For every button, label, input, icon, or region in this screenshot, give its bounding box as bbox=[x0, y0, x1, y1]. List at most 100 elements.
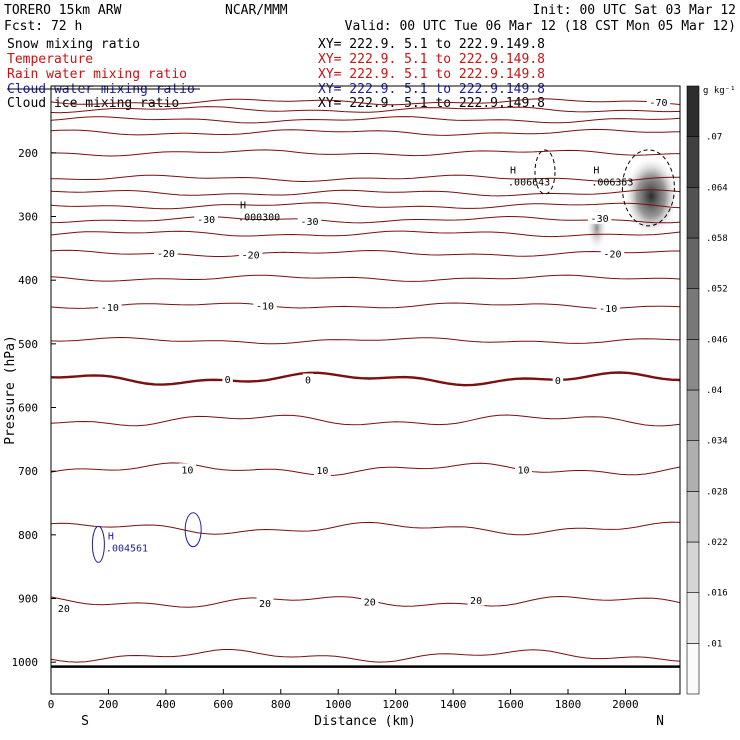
legend-temperature: Temperature bbox=[7, 52, 93, 67]
isotherm-label: 20 bbox=[58, 604, 70, 615]
isotherm-line bbox=[51, 174, 680, 183]
colorbar-label: .04 bbox=[706, 386, 722, 396]
y-axis-title: Pressure (hPa) bbox=[3, 335, 18, 445]
isotherm-label-bg bbox=[313, 463, 331, 476]
y-tick-label: 500 bbox=[18, 338, 38, 351]
isotherm-label: -10 bbox=[101, 303, 119, 314]
x-tick-label: 1200 bbox=[382, 698, 409, 711]
isotherm-label: 10 bbox=[517, 465, 529, 476]
y-tick-label: 800 bbox=[18, 529, 38, 542]
isotherm-label-bg bbox=[98, 300, 122, 313]
isotherm-line bbox=[51, 215, 680, 224]
isotherm-label: -70 bbox=[649, 98, 667, 109]
isotherm-line bbox=[51, 302, 680, 310]
legend-rain-xy: XY= 222.9. 5.1 to 222.9.149.8 bbox=[318, 67, 545, 82]
y-tick-label: 400 bbox=[18, 274, 38, 287]
y-tick-label: 900 bbox=[18, 593, 38, 606]
legend-snow-xy: XY= 222.9. 5.1 to 222.9.149.8 bbox=[318, 37, 545, 52]
isotherm-label: 10 bbox=[316, 466, 328, 477]
maximum-value: .006353 bbox=[591, 177, 633, 188]
isotherm-label: -30 bbox=[300, 217, 318, 228]
isotherm-line bbox=[51, 116, 680, 124]
colorbar: .01 .016 .022 .028 .034 .04 .046 .052 .058 .064 .0… bbox=[686, 85, 736, 695]
isotherm-line bbox=[51, 106, 680, 114]
isotherm-line bbox=[51, 128, 680, 136]
colorbar-label: .022 bbox=[706, 538, 728, 548]
maximum-marker: H bbox=[108, 532, 114, 543]
colorbar-label: .028 bbox=[706, 487, 728, 497]
isotherm-line bbox=[51, 462, 680, 477]
isotherm-label-bg bbox=[238, 248, 263, 261]
isotherm-label: 20 bbox=[470, 596, 482, 607]
isotherm-label-bg bbox=[596, 302, 620, 315]
isotherm-label-bg bbox=[222, 372, 233, 385]
x-tick-label: 1400 bbox=[440, 698, 467, 711]
maximum-value: .000300 bbox=[238, 213, 280, 224]
legend-cloud-water-xy: XY= 222.9. 5.1 to 222.9.149.8 bbox=[318, 82, 545, 97]
colorbar-bin bbox=[686, 643, 700, 695]
colorbar-bin bbox=[686, 136, 700, 188]
isotherm-label: 0 bbox=[305, 375, 311, 386]
isotherm-label-bg bbox=[587, 211, 612, 224]
isotherm-label-bg bbox=[514, 463, 532, 476]
colorbar-bin bbox=[686, 541, 700, 593]
y-tick-label: 700 bbox=[18, 465, 38, 478]
x-tick-label: 1000 bbox=[325, 698, 352, 711]
isotherm-label: -10 bbox=[599, 304, 617, 315]
maximum-marker: H bbox=[593, 165, 599, 176]
y-tick-label: 300 bbox=[18, 211, 38, 224]
isotherm-label: 0 bbox=[225, 375, 231, 386]
colorbar-bin bbox=[686, 491, 700, 543]
x-tick-label: 1600 bbox=[497, 698, 524, 711]
colorbar-bin bbox=[686, 339, 700, 391]
legend-cloud-ice-xy: XY= 222.9. 5.1 to 222.9.149.8 bbox=[318, 96, 545, 111]
field-legend: Snow mixing ratio XY= 222.9. 5.1 to 222.… bbox=[7, 37, 545, 111]
cloud-water-contour bbox=[184, 512, 202, 548]
colorbar-label: .052 bbox=[706, 285, 728, 295]
y-tick-label: 600 bbox=[18, 402, 38, 415]
isotherm-label: -30 bbox=[591, 214, 609, 225]
maximum-marker: H bbox=[240, 201, 246, 212]
isotherm-label-bg bbox=[178, 463, 196, 476]
isotherm-line bbox=[51, 371, 680, 387]
snow-contour bbox=[534, 149, 556, 195]
isotherm-line bbox=[51, 98, 680, 106]
colorbar-bin bbox=[686, 187, 700, 239]
isotherm-label-bg bbox=[256, 596, 274, 609]
x-tick-label: 600 bbox=[213, 698, 233, 711]
y-tick-label: 200 bbox=[18, 147, 38, 160]
colorbar-label: .034 bbox=[706, 437, 728, 447]
colorbar-bin bbox=[686, 440, 700, 492]
isotherm-label-bg bbox=[302, 373, 314, 386]
forecast-hour: Fcst: 72 h bbox=[4, 19, 82, 34]
plot-frame bbox=[50, 85, 681, 695]
colorbar-unit: g kg⁻¹ bbox=[703, 86, 736, 96]
colorbar-label: .016 bbox=[706, 589, 728, 599]
x-tick-label: 200 bbox=[99, 698, 119, 711]
isotherm-label: 20 bbox=[259, 599, 271, 610]
x-tick-label: 800 bbox=[271, 698, 291, 711]
isotherm-line bbox=[51, 649, 680, 663]
isotherm-line bbox=[51, 336, 680, 345]
maximum-value: .006643 bbox=[508, 177, 550, 188]
x-axis-left-end: S bbox=[81, 714, 89, 729]
cloud-water-contour bbox=[91, 525, 105, 563]
isotherm-label-bg bbox=[361, 595, 379, 608]
isotherm-label-bg bbox=[194, 213, 218, 226]
colorbar-bin bbox=[686, 237, 700, 289]
isotherm-label: -30 bbox=[197, 215, 215, 226]
isotherm-line bbox=[51, 149, 680, 157]
isotherm-line bbox=[51, 202, 680, 210]
colorbar-bin bbox=[686, 389, 700, 441]
isotherm-label: -20 bbox=[603, 249, 621, 260]
maximum-value: .004561 bbox=[106, 544, 148, 555]
colorbar-bin bbox=[686, 288, 700, 340]
maximum-marker: H bbox=[510, 165, 516, 176]
legend-cloud-ice: Cloud ice mixing ratio bbox=[7, 96, 179, 111]
x-tick-label: 400 bbox=[156, 698, 176, 711]
isotherm-label-bg bbox=[55, 602, 73, 615]
x-tick-label: 0 bbox=[48, 698, 55, 711]
valid-time: Valid: 00 UTC Tue 06 Mar 12 (18 CST Mon … bbox=[345, 19, 736, 34]
isotherm-line bbox=[51, 521, 680, 536]
